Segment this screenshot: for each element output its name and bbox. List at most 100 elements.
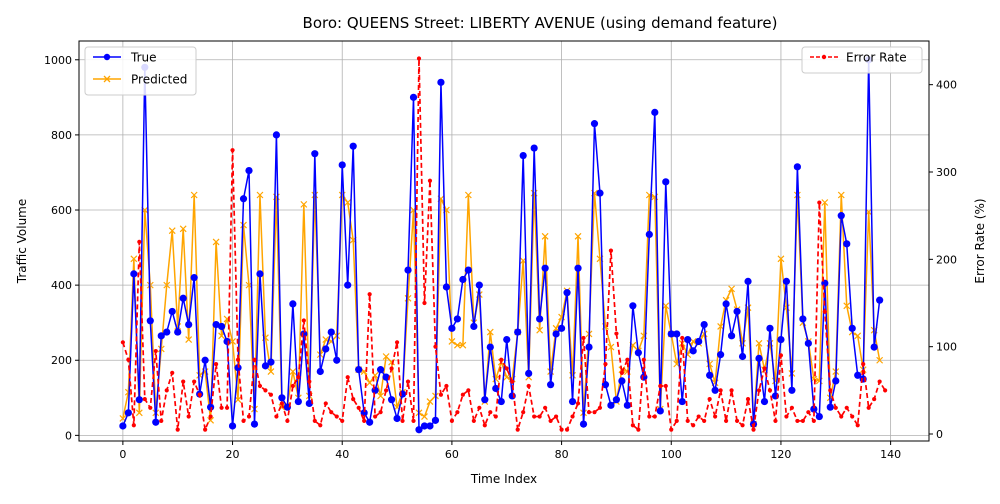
error-point	[367, 292, 372, 297]
true-point	[217, 322, 226, 331]
true-point	[711, 386, 719, 394]
true-point	[557, 324, 566, 332]
error-point	[822, 309, 827, 314]
predicted-point	[607, 343, 615, 351]
error-point	[597, 405, 603, 410]
true-point	[579, 420, 588, 428]
error-point	[828, 388, 833, 393]
error-point	[274, 414, 279, 419]
error-point	[159, 418, 164, 424]
y-tick-label-right: 0	[936, 428, 943, 441]
error-point	[833, 405, 838, 410]
true-point	[453, 315, 461, 323]
error-point	[713, 414, 718, 419]
predicted-point	[541, 232, 549, 240]
predicted-point	[837, 191, 845, 199]
predicted-point	[256, 191, 264, 199]
error-point	[197, 392, 202, 397]
predicted-point	[426, 398, 434, 405]
true-point	[629, 302, 637, 310]
legend-error-marker	[821, 54, 827, 60]
error-point	[482, 423, 487, 428]
error-point	[493, 414, 498, 419]
true-point	[717, 351, 725, 359]
error-point	[263, 388, 268, 393]
error-point	[564, 427, 570, 432]
true-point	[536, 315, 544, 323]
true-point	[706, 371, 714, 379]
error-point	[767, 388, 773, 393]
true-point	[152, 418, 160, 426]
true-point	[415, 426, 423, 434]
predicted-point	[854, 332, 862, 340]
y-tick-label-left: 800	[51, 129, 72, 142]
predicted-point	[382, 353, 390, 360]
error-point	[658, 383, 663, 389]
true-point	[190, 274, 198, 282]
x-tick-label: 80	[555, 448, 569, 461]
true-point	[684, 335, 692, 344]
true-point	[349, 142, 357, 150]
x-tick-label: 120	[770, 448, 791, 461]
predicted-point	[777, 255, 785, 263]
plot-layer	[119, 56, 888, 434]
error-point	[460, 392, 465, 397]
predicted-point	[536, 326, 544, 334]
true-point	[338, 161, 346, 169]
error-point	[208, 414, 213, 419]
true-point	[618, 377, 626, 385]
true-point	[409, 93, 418, 101]
true-point	[267, 358, 275, 366]
y-axis-label-right: Error Rate (%)	[973, 198, 987, 283]
true-point	[382, 373, 390, 381]
true-point	[327, 328, 335, 336]
legend-left: True Predicted	[84, 46, 197, 96]
true-point	[250, 420, 259, 428]
true-point	[185, 320, 193, 329]
error-point	[581, 335, 586, 341]
true-point	[311, 150, 319, 158]
predicted-point	[234, 396, 242, 404]
error-point	[235, 357, 241, 362]
error-point	[488, 410, 493, 415]
predicted-point	[503, 373, 511, 381]
true-point	[157, 332, 165, 340]
true-point	[431, 416, 440, 424]
true-point	[201, 356, 209, 364]
error-point	[329, 410, 334, 415]
predicted-point	[157, 345, 165, 353]
error-point	[296, 375, 301, 380]
true-point	[503, 335, 511, 344]
error-point	[148, 405, 153, 410]
error-point	[416, 56, 422, 61]
true-point	[305, 399, 313, 408]
true-point	[387, 396, 396, 404]
error-point	[537, 414, 542, 419]
error-point	[817, 200, 822, 205]
predicted-point	[267, 368, 275, 375]
error-point	[669, 427, 674, 432]
error-point	[373, 414, 378, 419]
error-point	[252, 357, 257, 362]
predicted-point	[168, 227, 176, 235]
error-point	[685, 418, 690, 424]
predicted-point	[135, 409, 143, 417]
legend-right: Error Rate	[801, 46, 923, 74]
error-point	[203, 427, 208, 432]
true-point	[135, 396, 143, 404]
error-point	[323, 401, 328, 406]
error-series-line	[122, 57, 886, 431]
y-axis-label-left: Traffic Volume	[15, 199, 29, 285]
predicted-point	[574, 232, 582, 240]
legend-true-marker	[103, 53, 111, 61]
true-point	[612, 396, 621, 404]
true-point	[854, 371, 862, 379]
true-point	[815, 412, 823, 421]
true-point	[799, 315, 807, 323]
true-point	[755, 354, 763, 362]
error-point	[543, 405, 548, 410]
true-point	[695, 337, 703, 346]
error-point	[257, 383, 263, 389]
error-point	[800, 418, 805, 424]
predicted-point	[289, 368, 297, 375]
